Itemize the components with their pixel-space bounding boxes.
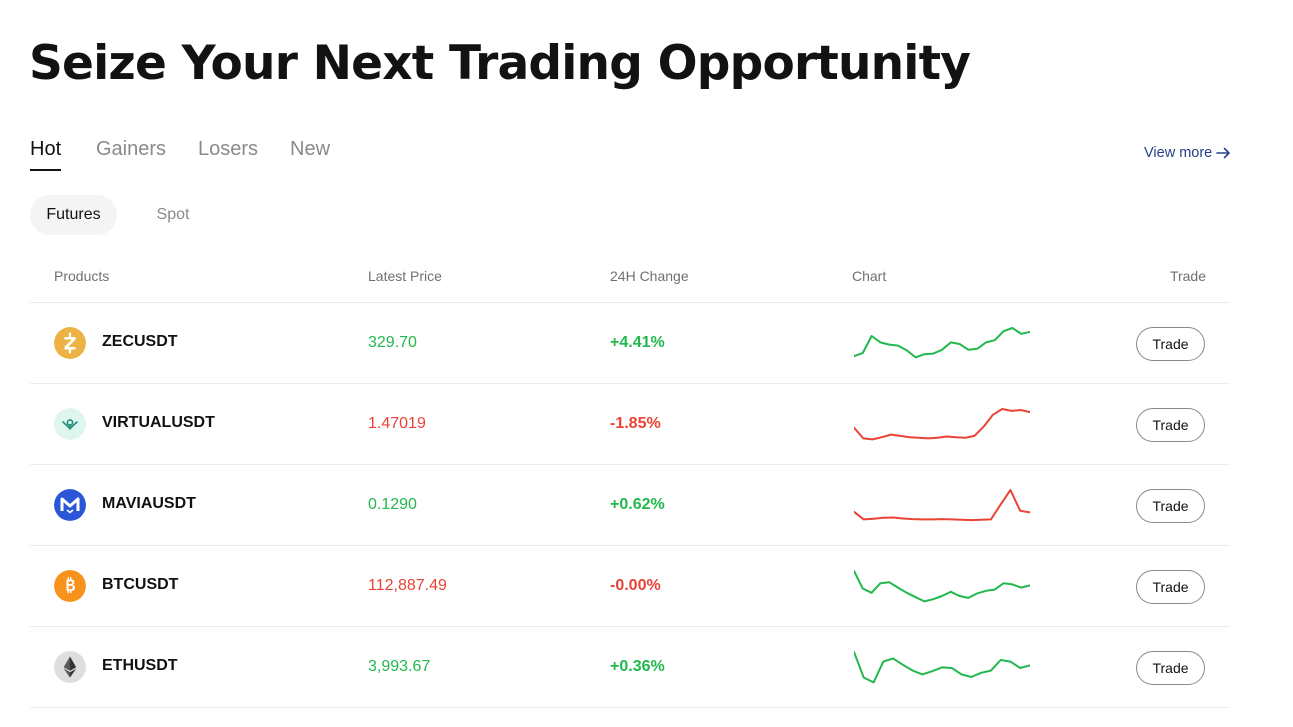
tab-losers[interactable]: Losers <box>198 138 259 160</box>
header-latest-price: Latest Price <box>368 268 442 284</box>
product-symbol: VIRTUALUSDT <box>102 414 215 431</box>
price-sparkline <box>854 651 1030 684</box>
sparkline-path <box>854 570 1030 603</box>
tab-hot[interactable]: Hot <box>30 138 62 171</box>
zcash-icon <box>54 327 86 359</box>
tab-gainers[interactable]: Gainers <box>96 138 167 160</box>
header-chart: Chart <box>852 268 887 284</box>
page-title: Seize Your Next Trading Opportunity <box>29 36 971 91</box>
trade-button[interactable]: Trade <box>1136 408 1205 442</box>
trade-button[interactable]: Trade <box>1136 570 1205 604</box>
change-24h: +0.62% <box>610 496 665 513</box>
product-symbol: ETHUSDT <box>102 657 178 674</box>
latest-price: 0.1290 <box>368 496 417 513</box>
sparkline-path <box>854 408 1030 441</box>
price-sparkline <box>854 327 1030 359</box>
arrow-right-icon <box>1216 147 1231 159</box>
table-row[interactable]: ETHUSDT 3,993.67 +0.36% Trade <box>30 627 1230 708</box>
change-24h: -0.00% <box>610 577 661 594</box>
sparkline-path <box>854 651 1030 684</box>
latest-price: 112,887.49 <box>368 577 447 594</box>
change-24h: +4.41% <box>610 334 665 351</box>
latest-price: 1.47019 <box>368 415 426 432</box>
latest-price: 329.70 <box>368 334 417 351</box>
header-products: Products <box>54 268 110 284</box>
ethereum-icon <box>54 651 86 683</box>
price-sparkline <box>854 570 1030 603</box>
price-sparkline <box>854 489 1030 522</box>
trade-button[interactable]: Trade <box>1136 651 1205 685</box>
bitcoin-icon <box>54 570 86 602</box>
table-header: Products Latest Price 24H Change Chart T… <box>30 256 1230 303</box>
product-symbol: BTCUSDT <box>102 576 179 593</box>
price-sparkline <box>854 408 1030 441</box>
trade-button[interactable]: Trade <box>1136 489 1205 523</box>
tab-new[interactable]: New <box>290 138 331 160</box>
header-trade: Trade <box>1169 268 1206 284</box>
market-table: Products Latest Price 24H Change Chart T… <box>30 256 1230 708</box>
view-more-label: View more <box>1144 145 1213 161</box>
trade-button[interactable]: Trade <box>1136 327 1205 361</box>
tab-futures[interactable]: Futures <box>30 195 117 235</box>
table-row[interactable]: MAVIAUSDT 0.1290 +0.62% Trade <box>30 465 1230 546</box>
change-24h: -1.85% <box>610 415 661 432</box>
virtual-icon <box>54 408 86 440</box>
sparkline-path <box>854 327 1030 359</box>
product-symbol: MAVIAUSDT <box>102 495 196 512</box>
product-symbol: ZECUSDT <box>102 333 178 350</box>
table-row[interactable]: ZECUSDT 329.70 +4.41% Trade <box>30 303 1230 384</box>
table-row[interactable]: BTCUSDT 112,887.49 -0.00% Trade <box>30 546 1230 627</box>
tab-spot[interactable]: Spot <box>156 206 190 223</box>
sparkline-path <box>854 489 1030 522</box>
header-24h-change: 24H Change <box>610 268 689 284</box>
view-more-link[interactable]: View more <box>1144 145 1231 161</box>
table-row[interactable]: VIRTUALUSDT 1.47019 -1.85% Trade <box>30 384 1230 465</box>
change-24h: +0.36% <box>610 658 665 675</box>
mavia-icon <box>54 489 86 521</box>
latest-price: 3,993.67 <box>368 658 431 675</box>
